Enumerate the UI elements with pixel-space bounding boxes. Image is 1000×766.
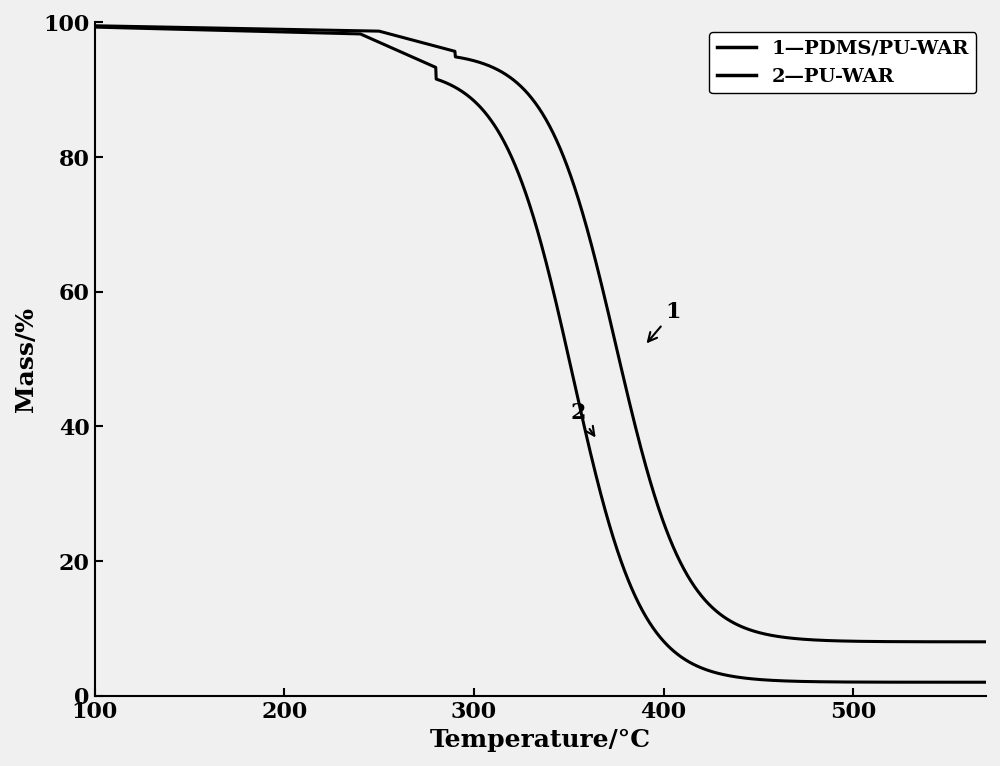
Text: 2: 2 (571, 402, 594, 436)
Text: 1: 1 (648, 301, 681, 342)
Y-axis label: Mass/%: Mass/% (14, 306, 38, 411)
X-axis label: Temperature/°C: Temperature/°C (430, 728, 651, 752)
Legend: 1—PDMS/PU-WAR, 2—PU-WAR: 1—PDMS/PU-WAR, 2—PU-WAR (709, 32, 976, 93)
